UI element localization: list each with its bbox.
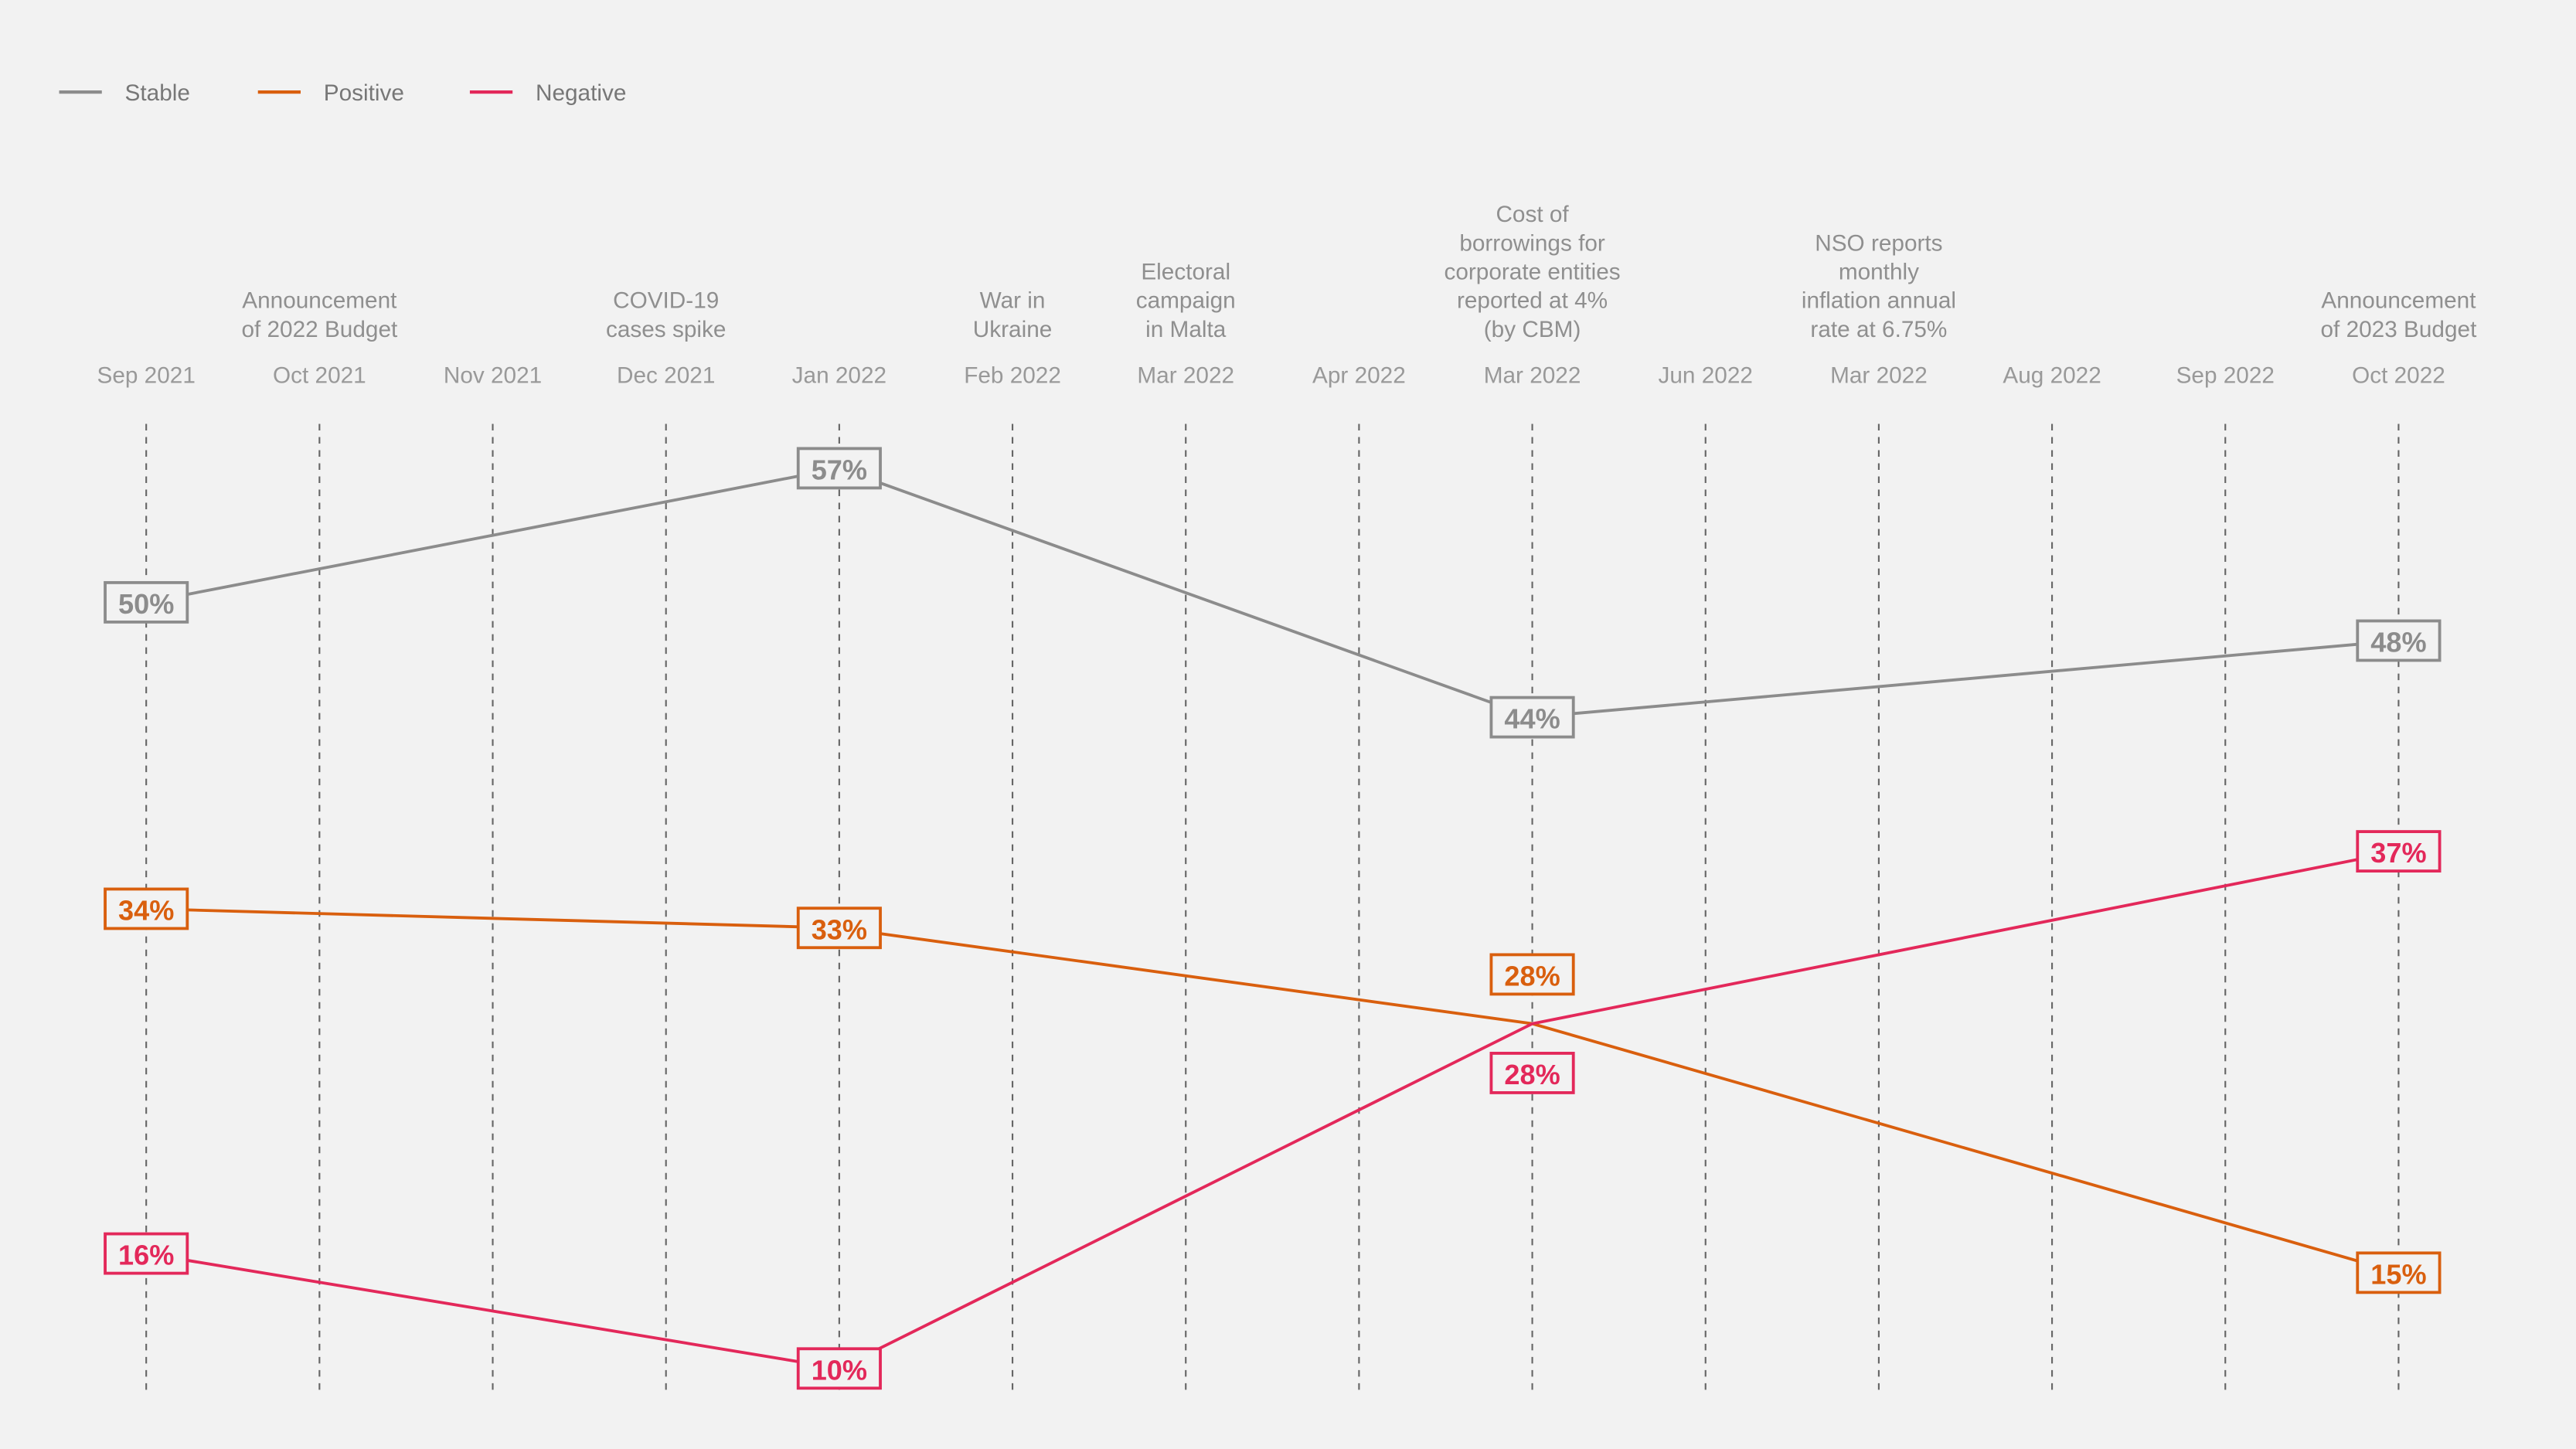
- data-label-box: [1489, 953, 1575, 996]
- x-tick-label: Jun 2022: [1659, 362, 1753, 388]
- data-label-box: [2356, 619, 2442, 662]
- annotation-text: rate at 6.75%: [1810, 317, 1947, 342]
- legend-label-negative: Negative: [536, 80, 626, 106]
- annotation-text: Announcement: [2321, 288, 2476, 314]
- x-tick-label: Mar 2022: [1830, 362, 1928, 388]
- data-label-box: [104, 1232, 189, 1275]
- data-label: 28%: [1504, 961, 1560, 992]
- annotation-text: corporate entities: [1444, 259, 1620, 284]
- x-tick-label: Oct 2021: [273, 362, 366, 388]
- x-tick-label: Mar 2022: [1484, 362, 1581, 388]
- data-label-box: [104, 580, 189, 624]
- data-label: 37%: [2370, 837, 2426, 869]
- data-label-box: [796, 1347, 882, 1390]
- data-label: 10%: [812, 1354, 867, 1386]
- series-line-positive: [146, 907, 2399, 1274]
- data-label: 28%: [1504, 1059, 1560, 1090]
- annotation-text: reported at 4%: [1457, 288, 1608, 314]
- annotation-text: in Malta: [1145, 317, 1227, 342]
- data-label-box: [796, 906, 882, 950]
- annotation-text: inflation annual: [1802, 288, 1956, 314]
- data-label: 16%: [118, 1240, 174, 1271]
- data-label: 48%: [2370, 627, 2426, 658]
- x-tick-label: Feb 2022: [964, 362, 1061, 388]
- annotation-text: Cost of: [1496, 202, 1569, 227]
- x-tick-label: Mar 2022: [1137, 362, 1234, 388]
- legend-label-positive: Positive: [324, 80, 404, 106]
- annotation-text: Ukraine: [973, 317, 1053, 342]
- annotation-text: monthly: [1839, 259, 1919, 284]
- data-label-box: [1489, 1052, 1575, 1094]
- x-tick-label: Oct 2022: [2352, 362, 2445, 388]
- annotations: Announcement of 2022 Budget COVID-19 cases …: [241, 202, 2477, 342]
- x-tick-label: Sep 2022: [2176, 362, 2275, 388]
- x-axis-ticks: Sep 2021 Oct 2021 Nov 2021 Dec 2021 Jan 2022…: [97, 362, 2445, 388]
- data-label: 15%: [2370, 1258, 2426, 1290]
- x-tick-label: Apr 2022: [1312, 362, 1406, 388]
- x-tick-label: Nov 2021: [444, 362, 542, 388]
- x-tick-label: Jan 2022: [792, 362, 886, 388]
- series-line-negative: [145, 849, 2399, 1370]
- data-label-box: [104, 887, 189, 930]
- annotation-text: (by CBM): [1484, 317, 1581, 342]
- series-line-stable: [145, 466, 2399, 719]
- annotation-text: Announcement: [242, 288, 397, 314]
- annotation-text: cases spike: [606, 317, 726, 342]
- annotation-text: of 2022 Budget: [241, 317, 398, 342]
- x-tick-label: Dec 2021: [617, 362, 715, 388]
- data-label: 33%: [812, 913, 867, 945]
- x-tick-label: Sep 2021: [97, 362, 195, 388]
- annotation-text: COVID-19: [613, 288, 719, 314]
- data-label: 50%: [118, 588, 174, 620]
- annotation-text: of 2023 Budget: [2321, 317, 2478, 342]
- data-labels: 50% 57% 44% 48% 34% 33% 28% 15% 16% 10% 28% 37%: [104, 447, 2442, 1390]
- grid: [145, 423, 2400, 1393]
- legend: Stable Positive Negative: [59, 80, 626, 106]
- annotation-text: Electoral: [1141, 259, 1230, 284]
- series-lines: [145, 466, 2399, 1370]
- data-label: 34%: [118, 895, 174, 927]
- annotation-text: campaign: [1136, 288, 1236, 314]
- annotation-text: borrowings for: [1459, 230, 1605, 256]
- data-label-box: [2356, 1251, 2442, 1294]
- x-tick-label: Aug 2022: [2003, 362, 2101, 388]
- data-label-box: [2356, 830, 2442, 873]
- annotation-text: NSO reports: [1815, 230, 1942, 256]
- data-label: 57%: [812, 454, 867, 486]
- data-label: 44%: [1504, 703, 1560, 735]
- annotation-text: War in: [980, 288, 1046, 314]
- data-label-box: [1489, 696, 1575, 739]
- data-label-box: [796, 447, 882, 490]
- legend-label-stable: Stable: [125, 80, 190, 106]
